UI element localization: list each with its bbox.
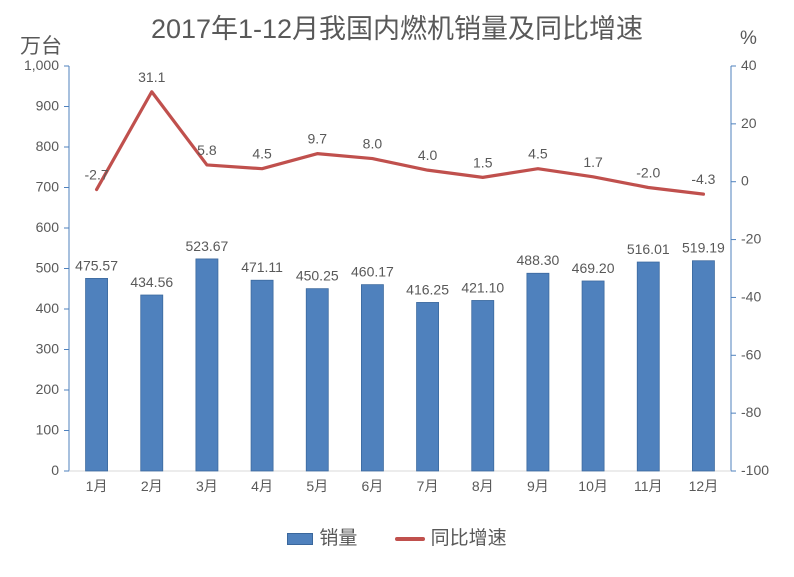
svg-text:300: 300 [36,341,60,357]
svg-text:5月: 5月 [306,478,328,494]
svg-text:10月: 10月 [578,478,608,494]
svg-text:0: 0 [51,462,59,478]
svg-text:40: 40 [741,57,757,73]
svg-text:20: 20 [741,115,757,131]
svg-text:700: 700 [36,179,60,195]
svg-text:1.5: 1.5 [473,154,493,170]
svg-text:-2.0: -2.0 [636,165,660,181]
svg-text:200: 200 [36,381,60,397]
svg-text:5.8: 5.8 [197,142,217,158]
svg-text:600: 600 [36,219,60,235]
svg-text:-40: -40 [741,288,761,304]
svg-text:416.25: 416.25 [406,281,449,297]
svg-text:12月: 12月 [689,478,719,494]
svg-text:31.1: 31.1 [138,69,165,85]
svg-text:4.5: 4.5 [252,146,272,162]
svg-text:1月: 1月 [86,478,108,494]
svg-text:516.01: 516.01 [627,241,670,257]
svg-text:9.7: 9.7 [308,131,328,147]
svg-text:519.19: 519.19 [682,240,725,256]
svg-text:800: 800 [36,138,60,154]
svg-text:-4.3: -4.3 [691,171,715,187]
svg-text:523.67: 523.67 [186,238,229,254]
svg-text:-80: -80 [741,404,761,420]
svg-text:6月: 6月 [362,478,384,494]
svg-text:4.0: 4.0 [418,147,438,163]
svg-text:3月: 3月 [196,478,218,494]
svg-text:434.56: 434.56 [130,274,173,290]
svg-text:4.5: 4.5 [528,146,548,162]
svg-text:0: 0 [741,173,749,189]
svg-text:2月: 2月 [141,478,163,494]
svg-text:471.11: 471.11 [241,259,283,275]
svg-text:-20: -20 [741,231,761,247]
svg-text:4月: 4月 [251,478,273,494]
svg-text:500: 500 [36,260,60,276]
svg-text:460.17: 460.17 [351,264,394,280]
svg-text:100: 100 [36,422,60,438]
svg-text:8.0: 8.0 [363,136,383,152]
svg-text:421.10: 421.10 [461,279,504,295]
svg-text:-2.7: -2.7 [85,167,109,183]
svg-text:1.7: 1.7 [583,154,603,170]
svg-text:9月: 9月 [527,478,549,494]
svg-text:400: 400 [36,300,60,316]
svg-text:-100: -100 [741,462,769,478]
svg-text:475.57: 475.57 [75,257,118,273]
svg-text:-60: -60 [741,346,761,362]
svg-text:900: 900 [36,98,60,114]
svg-text:11月: 11月 [634,478,663,494]
svg-text:450.25: 450.25 [296,268,339,284]
svg-text:469.20: 469.20 [572,260,615,276]
svg-text:7月: 7月 [417,478,439,494]
svg-text:488.30: 488.30 [517,252,560,268]
svg-text:8月: 8月 [472,478,494,494]
